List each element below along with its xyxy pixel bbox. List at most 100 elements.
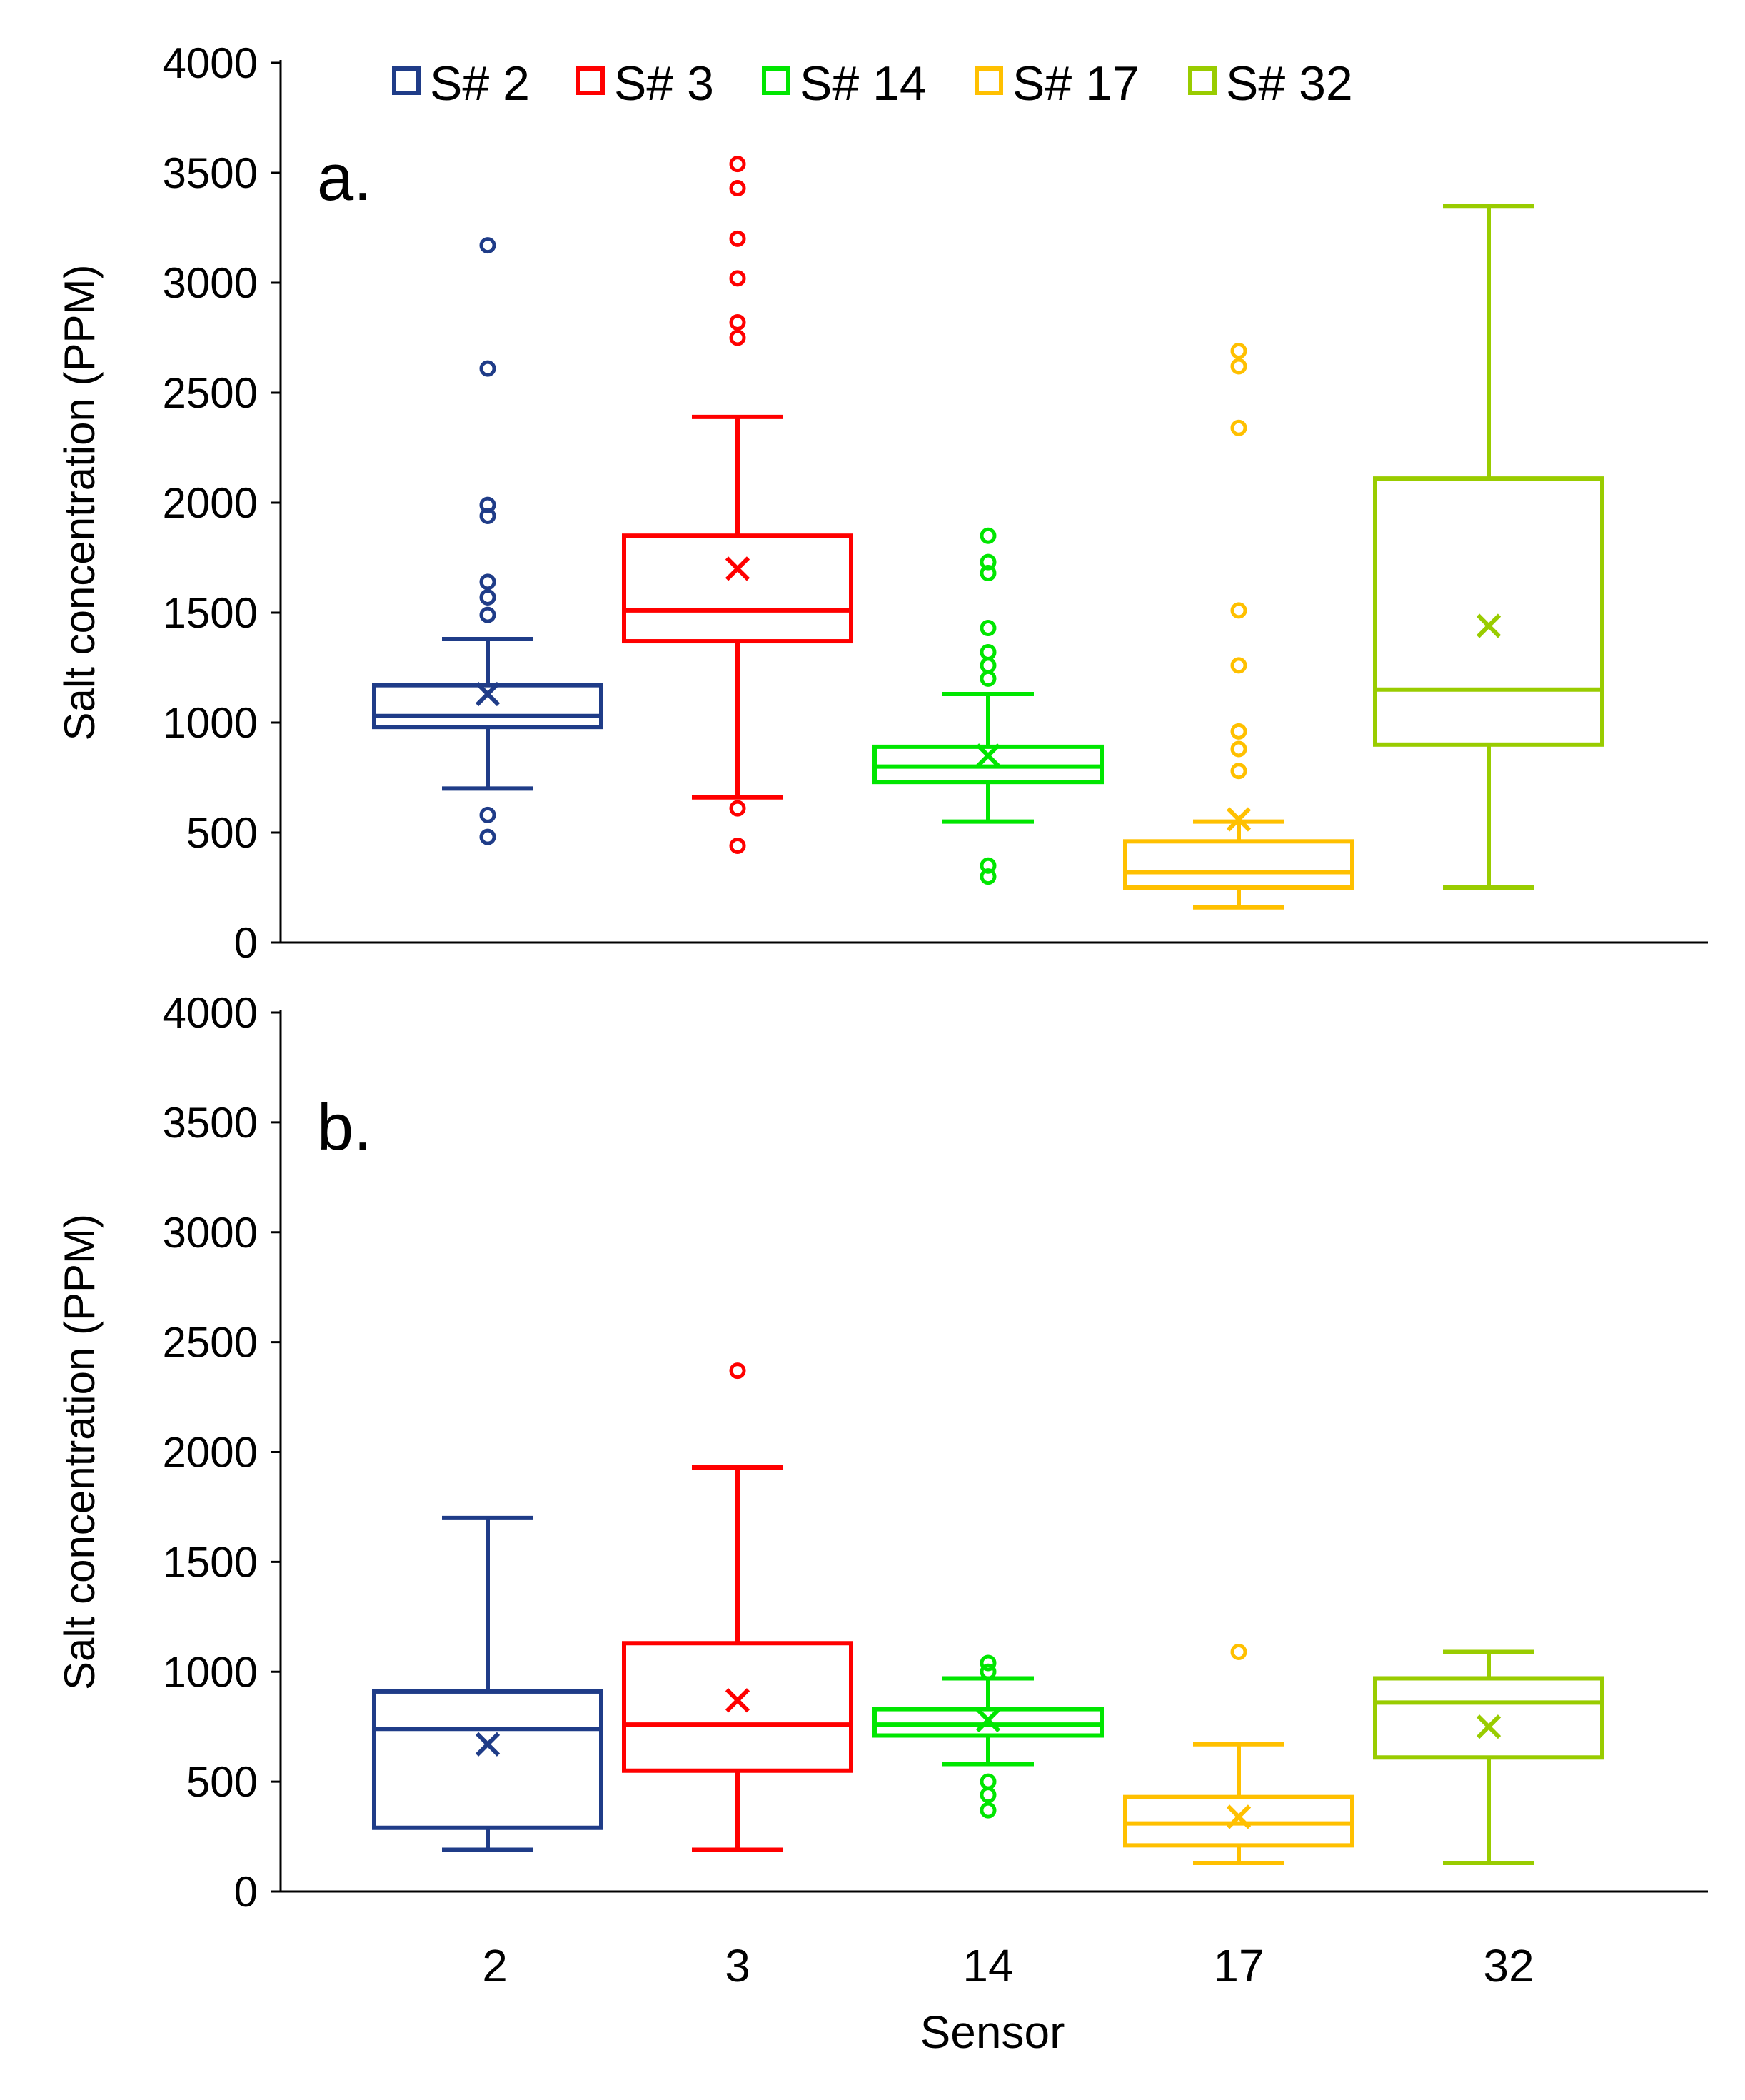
mean-marker-stroke <box>1476 1714 1502 1739</box>
outlier-point <box>980 1787 997 1804</box>
outlier-point <box>479 237 496 254</box>
y-tick-label: 0 <box>234 919 258 967</box>
y-tick-label: 1000 <box>163 699 258 747</box>
mean-marker <box>475 1732 501 1757</box>
outlier-point <box>729 1362 746 1380</box>
legend-swatch <box>1188 66 1217 95</box>
outlier-point <box>729 837 746 854</box>
outlier-point <box>729 313 746 331</box>
y-tick-label: 3000 <box>163 1209 258 1257</box>
iqr-box <box>1123 1794 1354 1848</box>
panel-label: a. <box>317 141 372 214</box>
outlier-point <box>980 657 997 674</box>
legend: S# 2 S# 3 S# 14 S# 17 S# 32 <box>392 56 1353 111</box>
iqr-box <box>372 683 603 730</box>
y-tick-label: 3000 <box>163 259 258 307</box>
mean-marker <box>475 681 501 707</box>
box-sensor-32 <box>1373 1649 1604 1865</box>
outlier-point <box>1230 1644 1247 1661</box>
outlier-point <box>729 270 746 287</box>
outlier-point <box>479 828 496 845</box>
outlier-point <box>980 868 997 885</box>
iqr-box <box>622 533 853 644</box>
box-sensor-3 <box>622 1362 853 1852</box>
outlier-point <box>1230 602 1247 619</box>
mean-marker <box>1476 613 1502 638</box>
outlier-point <box>980 670 997 687</box>
mean-marker-stroke <box>975 743 1001 768</box>
y-tick-label: 1500 <box>163 589 258 637</box>
y-tick-label: 1000 <box>163 1648 258 1696</box>
outlier-point <box>729 800 746 817</box>
legend-label: S# 3 <box>614 56 714 111</box>
panel-label: b. <box>317 1091 372 1164</box>
outlier-point <box>1230 763 1247 780</box>
iqr-box <box>872 1707 1104 1738</box>
y-tick-label: 3500 <box>163 1099 258 1147</box>
x-axis-label: Sensor <box>920 2006 1065 2058</box>
outlier-point <box>729 230 746 247</box>
y-tick-label: 0 <box>234 1868 258 1916</box>
legend-label: S# 2 <box>430 56 530 111</box>
outlier-point <box>980 1654 997 1672</box>
outlier-point <box>980 1802 997 1819</box>
y-axis-label: Salt concentration (PPM) <box>56 265 104 741</box>
outlier-point <box>1230 657 1247 674</box>
outlier-point <box>980 1773 997 1790</box>
y-tick-label: 1500 <box>163 1538 258 1586</box>
outlier-point <box>980 620 997 637</box>
box-sensor-32 <box>1373 204 1604 890</box>
mean-marker-stroke <box>725 556 750 581</box>
mean-marker <box>975 1707 1001 1733</box>
box-sensor-3 <box>622 156 853 854</box>
mean-marker <box>725 556 750 581</box>
mean-marker-stroke <box>975 1707 1001 1733</box>
box-sensor-14 <box>872 527 1104 885</box>
x-tick-label: 17 <box>1213 1940 1264 1991</box>
legend-label: S# 14 <box>800 56 927 111</box>
outlier-point <box>729 329 746 346</box>
outlier-point <box>1230 419 1247 436</box>
legend-swatch <box>762 66 790 95</box>
outlier-point <box>729 180 746 197</box>
outlier-point <box>479 806 496 823</box>
chart-panel-a: 0 500 1000 1500 2000 2500 3000 3500 4000 Salt con… <box>56 39 1708 967</box>
y-tick-label: 500 <box>186 809 258 857</box>
outlier-point <box>980 527 997 544</box>
mean-marker-stroke <box>475 1732 501 1757</box>
y-tick-label: 2500 <box>163 369 258 417</box>
mean-marker-stroke <box>1226 807 1252 832</box>
outlier-point <box>1230 723 1247 740</box>
outlier-point <box>980 1663 997 1680</box>
mean-marker-stroke <box>725 1688 750 1713</box>
box-sensor-14 <box>872 1654 1104 1819</box>
iqr-box <box>872 744 1104 785</box>
box-sensor-2 <box>372 237 603 845</box>
outlier-point <box>980 565 997 582</box>
outlier-point <box>479 507 496 524</box>
outlier-point <box>980 857 997 874</box>
iqr-box <box>622 1641 853 1773</box>
x-tick-label: 3 <box>725 1940 750 1991</box>
mean-marker <box>725 1688 750 1713</box>
legend-label: S# 32 <box>1226 56 1353 111</box>
outlier-point <box>479 360 496 377</box>
outlier-point <box>1230 358 1247 375</box>
outlier-point <box>479 496 496 513</box>
iqr-box <box>1373 1676 1604 1760</box>
y-tick-label: 3500 <box>163 149 258 197</box>
outlier-point <box>1230 740 1247 758</box>
iqr-box <box>1373 476 1604 747</box>
legend-swatch <box>975 66 1003 95</box>
box-sensor-17 <box>1123 1644 1354 1865</box>
outlier-point <box>729 156 746 173</box>
y-tick-label: 500 <box>186 1758 258 1806</box>
mean-marker-stroke <box>475 681 501 707</box>
outlier-point <box>479 588 496 606</box>
y-tick-label: 2500 <box>163 1319 258 1367</box>
outlier-point <box>980 553 997 571</box>
outlier-point <box>1230 342 1247 359</box>
y-tick-label: 4000 <box>163 989 258 1037</box>
x-tick-label: 2 <box>482 1940 508 1991</box>
